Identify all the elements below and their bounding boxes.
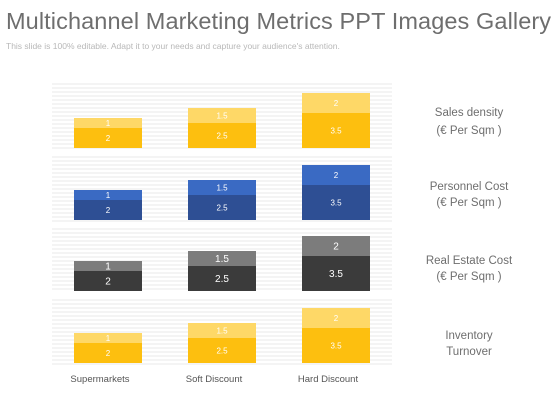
panel-label: (€ Per Sqm ): [436, 197, 501, 209]
bar-top-2-3: [302, 165, 370, 185]
bar-bottom-label: 3.5: [330, 341, 342, 350]
bar-top-label: 2: [334, 171, 339, 180]
bar-bottom-4-2: [188, 338, 256, 363]
bar-bottom-label: 2: [106, 349, 111, 358]
panel-label: Real Estate Cost: [426, 255, 513, 267]
bar-top-1-2: [188, 108, 256, 123]
bar-top-label: 1: [105, 262, 111, 273]
category-label: Supermarkets: [70, 374, 129, 385]
bar-top-label: 2: [334, 99, 339, 108]
bar-top-3-3: [302, 236, 370, 256]
bar-bottom-3-3: [302, 256, 370, 291]
bar-top-3-1: [74, 261, 142, 271]
bar-bottom-label: 2.5: [216, 131, 228, 140]
bar-bottom-label: 2.5: [216, 346, 228, 355]
panel-label: Inventory: [445, 330, 493, 342]
bar-top-2-1: [74, 190, 142, 200]
panel-label: (€ Per Sqm ): [436, 271, 501, 283]
panel-label: Turnover: [446, 346, 492, 358]
bar-bottom-label: 2.5: [215, 274, 229, 285]
category-label: Hard Discount: [298, 374, 359, 385]
category-label: Soft Discount: [186, 374, 243, 385]
bar-bottom-label: 2: [105, 277, 111, 288]
bar-bottom-2-1: [74, 200, 142, 220]
bar-top-label: 1.5: [215, 254, 229, 265]
bar-top-2-2: [188, 180, 256, 195]
bar-bottom-2-2: [188, 195, 256, 220]
bar-top-3-2: [188, 251, 256, 266]
bar-bottom-1-2: [188, 123, 256, 148]
bar-bottom-label: 3.5: [330, 126, 342, 135]
panel-label: Sales density: [435, 107, 504, 119]
bar-bottom-label: 3.5: [330, 198, 342, 207]
bar-top-label: 2: [334, 314, 339, 323]
bar-top-label: 1.5: [216, 326, 228, 335]
bar-top-4-3: [302, 308, 370, 328]
bar-top-1-3: [302, 93, 370, 113]
bar-bottom-1-3: [302, 113, 370, 148]
bar-top-label: 1: [106, 119, 111, 128]
bar-top-4-2: [188, 323, 256, 338]
bar-bottom-4-3: [302, 328, 370, 363]
page-subtitle: This slide is 100% editable. Adapt it to…: [6, 41, 340, 51]
bar-bottom-3-2: [188, 266, 256, 291]
bar-bottom-4-1: [74, 343, 142, 363]
bar-bottom-label: 2.5: [216, 203, 228, 212]
bar-bottom-3-1: [74, 271, 142, 291]
bar-bottom-2-3: [302, 185, 370, 220]
bar-bottom-label: 2: [106, 206, 111, 215]
bar-top-label: 1.5: [216, 183, 228, 192]
bar-bottom-1-1: [74, 128, 142, 148]
page-title: Multichannel Marketing Metrics PPT Image…: [6, 8, 552, 34]
bar-top-1-1: [74, 118, 142, 128]
bar-bottom-label: 2: [106, 134, 111, 143]
bar-top-label: 2: [333, 242, 339, 253]
bar-top-label: 1: [106, 334, 111, 343]
bar-top-4-1: [74, 333, 142, 343]
panel-label: Personnel Cost: [430, 181, 509, 193]
panel-label: (€ Per Sqm ): [436, 125, 501, 137]
bar-top-label: 1.5: [216, 111, 228, 120]
bar-bottom-label: 3.5: [329, 269, 343, 280]
bar-top-label: 1: [106, 191, 111, 200]
